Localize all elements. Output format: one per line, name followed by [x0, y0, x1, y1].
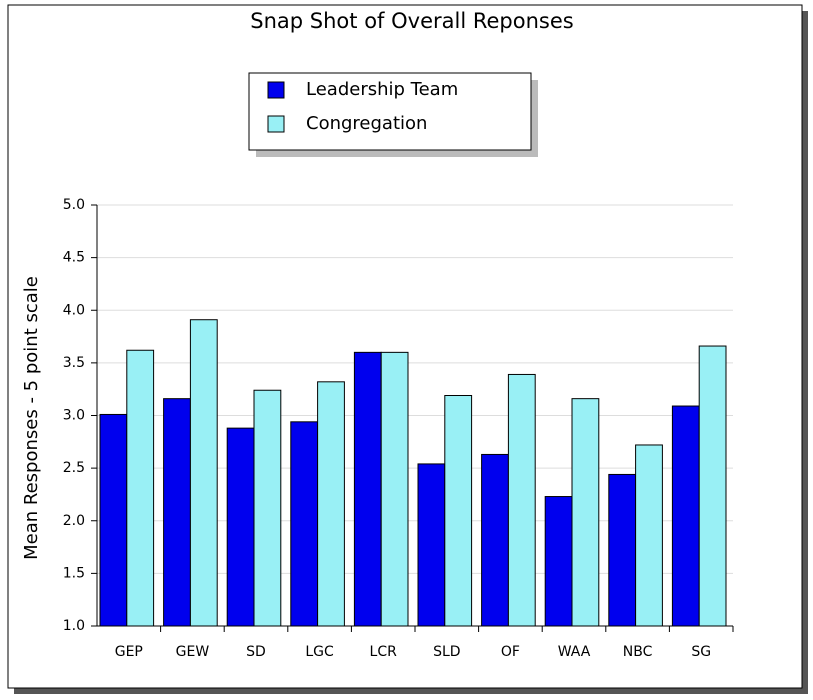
x-tick-label: LGC [305, 644, 334, 660]
x-tick-label: SLD [433, 644, 460, 660]
bar [99, 413, 128, 627]
x-tick-label: SD [246, 644, 266, 660]
bar [163, 398, 191, 627]
bar [253, 389, 282, 627]
bar [608, 473, 637, 627]
bar [507, 373, 536, 627]
bar [444, 395, 473, 627]
bar [698, 345, 727, 627]
bar [635, 444, 663, 627]
x-tick-label: GEP [115, 644, 143, 660]
bar [671, 405, 700, 627]
bar [317, 381, 345, 627]
bar [126, 349, 155, 627]
x-tick-label: GEW [176, 644, 210, 660]
y-tick-label: 2.0 [63, 513, 85, 529]
bar [380, 351, 409, 627]
bar [544, 496, 573, 627]
legend-label: Congregation [306, 113, 427, 134]
y-tick-label: 4.0 [63, 302, 85, 318]
chart-title: Snap Shot of Overall Reponses [250, 9, 573, 33]
x-tick-label: SG [691, 644, 711, 660]
bar [189, 319, 218, 627]
legend [248, 72, 532, 151]
x-tick-label: NBC [623, 644, 653, 660]
bar [571, 398, 600, 627]
bar [481, 453, 509, 627]
y-tick-label: 4.5 [63, 250, 85, 266]
legend-swatch [267, 81, 285, 99]
y-tick-label: 5.0 [63, 197, 85, 213]
bar [226, 427, 255, 627]
bar [417, 463, 446, 627]
y-tick-label: 1.0 [63, 618, 85, 634]
x-tick-label: LCR [370, 644, 398, 660]
y-tick-label: 3.0 [63, 408, 85, 424]
legend-swatch [267, 115, 285, 133]
y-axis-label: Mean Responses - 5 point scale [21, 276, 42, 560]
y-tick-label: 3.5 [63, 355, 85, 371]
legend-label: Leadership Team [306, 79, 458, 100]
y-tick-label: 1.5 [63, 565, 85, 581]
x-tick-label: OF [501, 644, 520, 660]
x-tick-label: WAA [558, 644, 591, 660]
y-tick-label: 2.5 [63, 460, 85, 476]
bar [353, 351, 382, 627]
bar [290, 421, 319, 627]
